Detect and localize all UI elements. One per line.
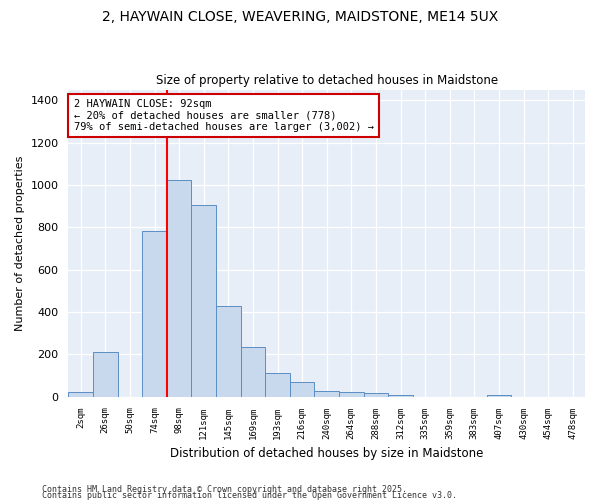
- Title: Size of property relative to detached houses in Maidstone: Size of property relative to detached ho…: [155, 74, 498, 87]
- Bar: [364, 393, 388, 396]
- Bar: [167, 180, 191, 396]
- Text: 2 HAYWAIN CLOSE: 92sqm
← 20% of detached houses are smaller (778)
79% of semi-de: 2 HAYWAIN CLOSE: 92sqm ← 20% of detached…: [74, 99, 374, 132]
- Bar: [142, 232, 167, 396]
- Text: Contains HM Land Registry data © Crown copyright and database right 2025.: Contains HM Land Registry data © Crown c…: [42, 484, 407, 494]
- Bar: [241, 347, 265, 397]
- Bar: [290, 382, 314, 396]
- Bar: [216, 306, 241, 396]
- Bar: [93, 352, 118, 397]
- Text: 2, HAYWAIN CLOSE, WEAVERING, MAIDSTONE, ME14 5UX: 2, HAYWAIN CLOSE, WEAVERING, MAIDSTONE, …: [102, 10, 498, 24]
- Bar: [388, 394, 413, 396]
- Bar: [487, 394, 511, 396]
- Bar: [265, 374, 290, 396]
- Bar: [314, 392, 339, 396]
- Bar: [191, 205, 216, 396]
- Text: Contains public sector information licensed under the Open Government Licence v3: Contains public sector information licen…: [42, 490, 457, 500]
- Bar: [68, 392, 93, 396]
- Y-axis label: Number of detached properties: Number of detached properties: [15, 156, 25, 331]
- X-axis label: Distribution of detached houses by size in Maidstone: Distribution of detached houses by size …: [170, 447, 484, 460]
- Bar: [339, 392, 364, 396]
